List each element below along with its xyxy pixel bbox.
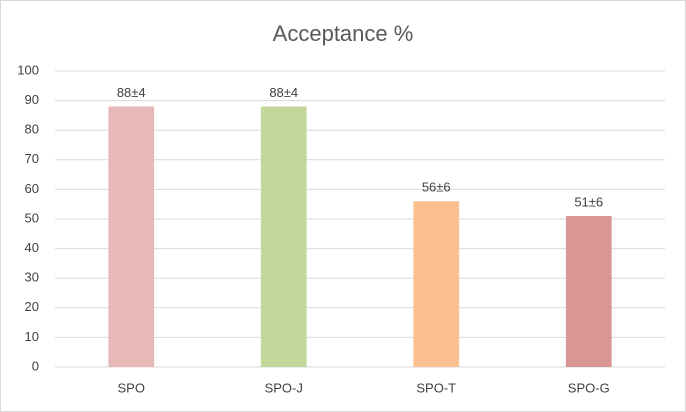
x-tick-label: SPO-G: [568, 380, 610, 395]
x-tick-label: SPO-T: [416, 380, 456, 395]
y-tick-label: 30: [25, 270, 39, 285]
bar: [260, 106, 307, 368]
y-tick-label: 50: [25, 210, 39, 225]
bar: [108, 106, 155, 368]
data-label: 88±4: [117, 85, 146, 100]
data-label: 56±6: [422, 180, 451, 195]
y-tick-label: 20: [25, 299, 39, 314]
y-tick-label: 100: [17, 62, 39, 77]
y-tick-label: 60: [25, 181, 39, 196]
y-tick-label: 70: [25, 151, 39, 166]
chart-title: Acceptance %: [273, 21, 414, 46]
y-tick-label: 0: [32, 358, 39, 373]
bar: [565, 216, 612, 367]
y-tick-label: 40: [25, 240, 39, 255]
y-tick-label: 10: [25, 329, 39, 344]
x-tick-label: SPO: [118, 380, 145, 395]
data-label: 51±6: [574, 194, 603, 209]
y-tick-label: 90: [25, 92, 39, 107]
data-label: 88±4: [269, 85, 298, 100]
bar: [413, 201, 460, 367]
y-tick-label: 80: [25, 122, 39, 137]
x-tick-label: SPO-J: [265, 380, 303, 395]
